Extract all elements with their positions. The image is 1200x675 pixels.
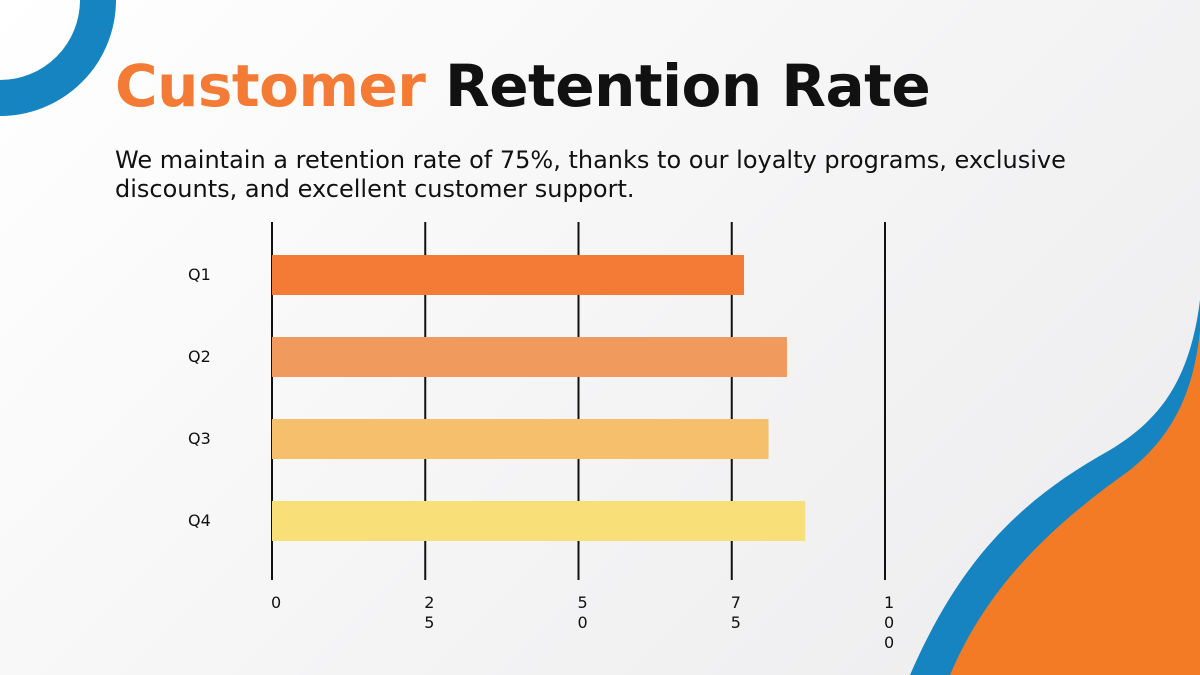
bar (272, 337, 787, 377)
title-highlight: Customer (115, 52, 426, 120)
x-tick-label: 0 (271, 593, 282, 612)
y-tick-label: Q2 (188, 347, 211, 366)
bar (272, 419, 769, 459)
title-rest: Retention Rate (445, 52, 931, 120)
x-tick-label: 50 (577, 593, 588, 632)
title: Customer Retention Rate (115, 52, 931, 120)
subtitle: We maintain a retention rate of 75%, tha… (115, 146, 1066, 203)
bar (272, 255, 745, 295)
x-tick-label: 25 (424, 593, 435, 632)
y-tick-label: Q4 (188, 511, 211, 530)
orange-wave (950, 330, 1200, 675)
x-tick-label: 75 (730, 593, 741, 632)
x-tick-label: 100 (884, 593, 895, 652)
bar (272, 501, 806, 541)
y-tick-label: Q3 (188, 429, 211, 448)
y-tick-label: Q1 (188, 265, 211, 284)
